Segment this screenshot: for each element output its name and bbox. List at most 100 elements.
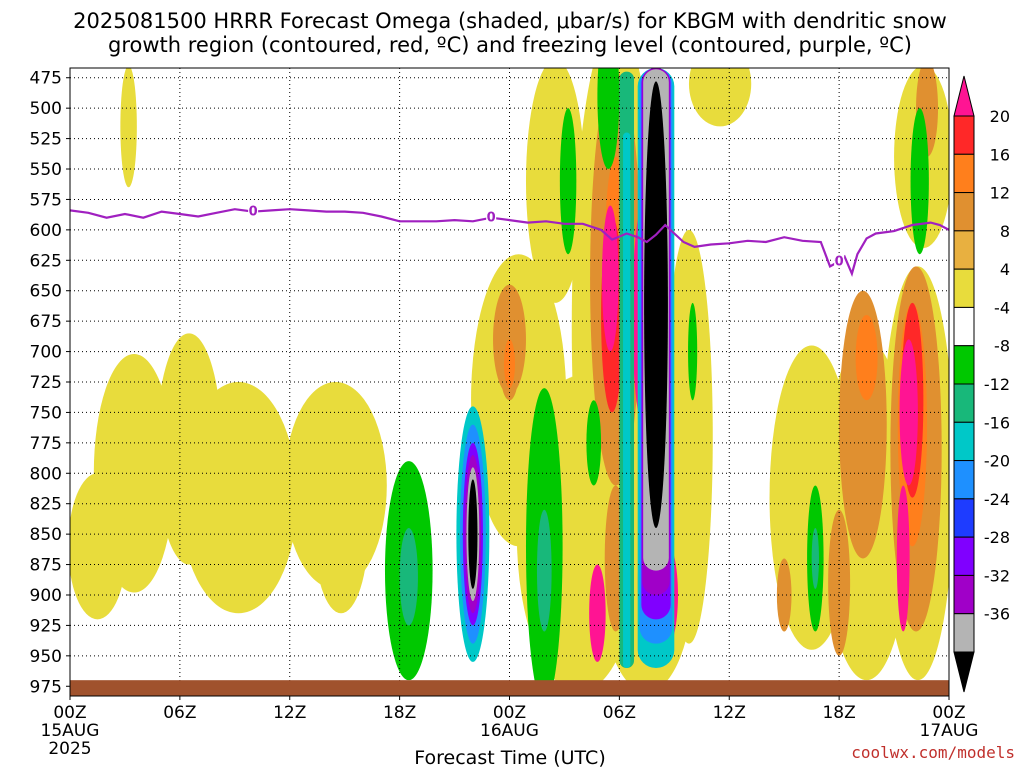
- colorbar-tick-label: 8: [1000, 222, 1010, 241]
- freezing-level-label: 0: [835, 255, 844, 270]
- colorbar-tick-label: 4: [1000, 260, 1010, 279]
- colorbar-box: [953, 421, 975, 462]
- x-tick-label: 12Z: [273, 703, 306, 723]
- x-tick-label: 00Z: [493, 703, 526, 723]
- colorbar-box: [953, 536, 975, 576]
- omega-region-pos20: [899, 339, 918, 486]
- x-tick-date: 17AUG: [920, 721, 979, 741]
- x-tick-label: 06Z: [603, 703, 636, 723]
- omega-core-neg36: [644, 81, 668, 529]
- x-tick-date: 16AUG: [480, 721, 539, 741]
- omega-region-pos4: [688, 68, 752, 127]
- x-tick-date: 15AUG: [41, 721, 100, 741]
- colorbar-box: [953, 574, 975, 615]
- y-tick-label: 625: [30, 251, 62, 271]
- x-tick-label: 18Z: [383, 703, 416, 723]
- freezing-level-label: 0: [249, 205, 258, 220]
- colorbar-tick-label: -36: [984, 605, 1010, 624]
- x-tick-label: 18Z: [822, 703, 855, 723]
- colorbar-tick-label: -4: [994, 298, 1010, 317]
- x-tick-label: 00Z: [53, 703, 86, 723]
- omega-region-neg4: [688, 302, 698, 401]
- y-tick-label: 800: [30, 464, 62, 484]
- colorbar-box: [953, 460, 975, 500]
- omega-region-pos20: [601, 205, 619, 352]
- omega-shading: [70, 68, 949, 696]
- colorbar-tick-label: -28: [984, 528, 1010, 547]
- chart-title-line2: growth region (contoured, red, ºC) and f…: [108, 33, 912, 57]
- y-tick-label: 825: [30, 495, 62, 515]
- colorbar-tick-label: -24: [984, 490, 1010, 509]
- y-axis: 475 500 525 550 575 600 625 650 675 700 725 750 775 8…: [30, 69, 70, 697]
- omega-region-neg4: [586, 400, 602, 486]
- colorbar-box: [953, 153, 975, 194]
- colorbar: 20 16 12 8 4 -4 -8 -12 -16 -20 -24 -28 -32 -36: [953, 75, 1010, 693]
- omega-region-pos4: [120, 68, 137, 188]
- omega-bar-neg12: [623, 132, 631, 669]
- colorbar-box: [953, 383, 975, 423]
- x-tick-label: 12Z: [713, 703, 746, 723]
- colorbar-tick-label: -16: [984, 413, 1010, 432]
- colorbar-box: [953, 115, 975, 155]
- y-tick-label: 575: [30, 190, 62, 210]
- omega-region-neg4: [559, 108, 577, 255]
- colorbar-tick-label: -8: [994, 337, 1010, 356]
- omega-region-pos12: [855, 315, 878, 401]
- colorbar-box: [953, 230, 975, 270]
- y-tick-label: 725: [30, 373, 62, 393]
- omega-region-neg36: [468, 479, 478, 589]
- freezing-label-bg: [486, 209, 497, 224]
- y-tick-label: 975: [30, 677, 62, 697]
- omega-region-neg8: [399, 528, 418, 626]
- colorbar-box: [953, 613, 975, 653]
- colorbar-top-arrow: [953, 75, 975, 117]
- grid-lines: [70, 68, 949, 696]
- x-tick-label: 06Z: [163, 703, 196, 723]
- x-tick-year: 2025: [48, 739, 91, 759]
- omega-region-neg4: [597, 68, 620, 169]
- omega-region-neg8: [536, 509, 552, 632]
- x-tick-label: 00Z: [932, 703, 965, 723]
- omega-region-pos20: [896, 485, 910, 632]
- y-tick-label: 925: [30, 616, 62, 636]
- terrain-fill: [70, 680, 949, 696]
- freezing-level-contour: 0 0 0: [70, 203, 949, 277]
- y-tick-label: 750: [30, 403, 62, 423]
- colorbar-bottom-arrow: [953, 651, 975, 693]
- colorbar-box: [953, 268, 975, 308]
- colorbar-tick-label: 20: [990, 107, 1010, 126]
- y-tick-label: 600: [30, 221, 62, 241]
- colorbar-box: [953, 498, 975, 538]
- x-axis-label: Forecast Time (UTC): [414, 747, 605, 768]
- terrain-band: [70, 680, 949, 696]
- y-tick-label: 525: [30, 130, 62, 150]
- colorbar-tick-label: -12: [984, 375, 1010, 394]
- freezing-level-label: 0: [487, 211, 496, 226]
- chart-title-line1: 2025081500 HRRR Forecast Omega (shaded, …: [73, 9, 947, 33]
- omega-region-pos4: [313, 442, 369, 614]
- colorbar-box: [953, 345, 975, 385]
- y-tick-label: 875: [30, 556, 62, 576]
- y-tick-label: 775: [30, 434, 62, 454]
- omega-region-neg8: [811, 528, 819, 589]
- y-tick-label: 850: [30, 525, 62, 545]
- plot-area: 0 0 0: [70, 68, 949, 696]
- freezing-label-bg: [834, 253, 845, 268]
- colorbar-box: [953, 306, 975, 347]
- colorbar-tick-label: -32: [984, 566, 1010, 585]
- y-tick-label: 950: [30, 647, 62, 667]
- colorbar-tick-label: 16: [990, 145, 1010, 164]
- y-tick-label: 475: [30, 69, 62, 89]
- y-tick-label: 650: [30, 282, 62, 302]
- colorbar-tick-label: 12: [990, 184, 1010, 203]
- y-tick-label: 675: [30, 312, 62, 332]
- omega-region-pos8: [828, 509, 851, 656]
- colorbar-box: [953, 192, 975, 232]
- omega-region-pos8: [776, 558, 792, 632]
- omega-region-pos4: [70, 473, 127, 620]
- credit-text: coolwx.com/models: [851, 743, 1015, 762]
- y-tick-label: 500: [30, 99, 62, 119]
- omega-region-neg4: [910, 108, 929, 255]
